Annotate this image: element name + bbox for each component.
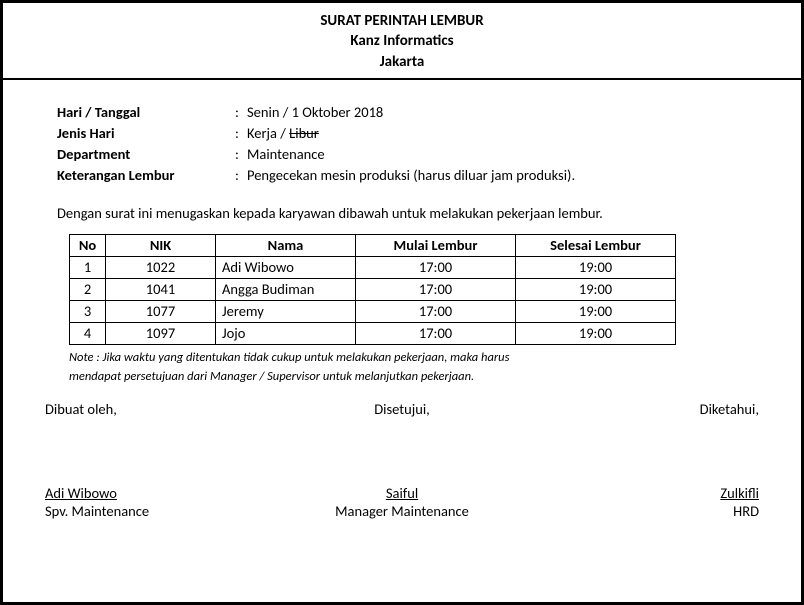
info-colon: :	[235, 144, 247, 165]
info-label: Jenis Hari	[57, 123, 235, 144]
document-header: SURAT PERINTAH LEMBUR Kanz Informatics J…	[3, 3, 801, 80]
cell-no: 1	[70, 256, 106, 278]
table-row: 4 1097 Jojo 17:00 19:00	[70, 322, 676, 344]
signature-name-row: Adi Wibowo Saiful Zulkifli	[25, 484, 779, 502]
cell-mulai: 17:00	[356, 322, 516, 344]
cell-selesai: 19:00	[516, 322, 676, 344]
header-company: Kanz Informatics	[3, 31, 801, 51]
cell-nama: Jojo	[216, 322, 356, 344]
header-title: SURAT PERINTAH LEMBUR	[3, 11, 801, 31]
cell-nik: 1077	[106, 300, 216, 322]
signature-header-row: Dibuat oleh, Disetujui, Diketahui,	[25, 400, 779, 418]
cell-nik: 1022	[106, 256, 216, 278]
info-row-jenis: Jenis Hari : Kerja / Libur	[57, 123, 779, 144]
sign-header-1: Dibuat oleh,	[45, 400, 265, 418]
th-nik: NIK	[106, 234, 216, 256]
cell-selesai: 19:00	[516, 300, 676, 322]
cell-nama: Adi Wibowo	[216, 256, 356, 278]
sign-name-1: Adi Wibowo	[45, 484, 265, 502]
sign-name-text: Saiful	[386, 484, 418, 502]
sign-name-2: Saiful	[292, 484, 512, 502]
info-row-tanggal: Hari / Tanggal : Senin / 1 Oktober 2018	[57, 102, 779, 123]
statement-text: Dengan surat ini menugaskan kepada karya…	[57, 204, 779, 222]
cell-no: 2	[70, 278, 106, 300]
info-label: Department	[57, 144, 235, 165]
th-mulai: Mulai Lembur	[356, 234, 516, 256]
jenis-active: Kerja	[247, 124, 277, 142]
cell-selesai: 19:00	[516, 278, 676, 300]
signature-role-row: Spv. Maintenance Manager Maintenance HRD	[25, 502, 779, 520]
info-row-keterangan: Keterangan Lembur : Pengecekan mesin pro…	[57, 165, 779, 186]
info-label: Hari / Tanggal	[57, 102, 235, 123]
cell-nama: Jeremy	[216, 300, 356, 322]
cell-selesai: 19:00	[516, 256, 676, 278]
signature-spacer	[25, 418, 779, 470]
cell-nik: 1097	[106, 322, 216, 344]
jenis-separator: /	[277, 124, 289, 142]
overtime-table: No NIK Nama Mulai Lembur Selesai Lembur …	[69, 234, 676, 345]
note-text: Note : Jika waktu yang ditentukan tidak …	[69, 349, 779, 387]
cell-no: 3	[70, 300, 106, 322]
info-value: Kerja / Libur	[247, 123, 779, 144]
info-value: Maintenance	[247, 144, 779, 165]
table-header-row: No NIK Nama Mulai Lembur Selesai Lembur	[70, 234, 676, 256]
sign-header-2: Disetujui,	[292, 400, 512, 418]
info-colon: :	[235, 123, 247, 144]
document-body: Hari / Tanggal : Senin / 1 Oktober 2018 …	[3, 80, 801, 521]
sign-name-text: Adi Wibowo	[45, 484, 117, 502]
sign-role-3: HRD	[539, 502, 759, 520]
sign-header-3: Diketahui,	[539, 400, 759, 418]
info-label: Keterangan Lembur	[57, 165, 235, 186]
table-body: 1 1022 Adi Wibowo 17:00 19:00 2 1041 Ang…	[70, 256, 676, 344]
jenis-struck: Libur	[289, 124, 319, 142]
table-row: 2 1041 Angga Budiman 17:00 19:00	[70, 278, 676, 300]
info-row-department: Department : Maintenance	[57, 144, 779, 165]
th-no: No	[70, 234, 106, 256]
cell-nik: 1041	[106, 278, 216, 300]
table-row: 1 1022 Adi Wibowo 17:00 19:00	[70, 256, 676, 278]
note-line1: Note : Jika waktu yang ditentukan tidak …	[69, 349, 779, 368]
cell-nama: Angga Budiman	[216, 278, 356, 300]
sign-role-1: Spv. Maintenance	[45, 502, 265, 520]
header-city: Jakarta	[3, 52, 801, 72]
sign-role-2: Manager Maintenance	[292, 502, 512, 520]
info-value: Senin / 1 Oktober 2018	[247, 102, 779, 123]
th-selesai: Selesai Lembur	[516, 234, 676, 256]
info-colon: :	[235, 165, 247, 186]
info-value: Pengecekan mesin produksi (harus diluar …	[247, 165, 779, 186]
th-nama: Nama	[216, 234, 356, 256]
cell-mulai: 17:00	[356, 256, 516, 278]
cell-no: 4	[70, 322, 106, 344]
note-line2: mendapat persetujuan dari Manager / Supe…	[69, 368, 779, 387]
sign-name-3: Zulkifli	[539, 484, 759, 502]
cell-mulai: 17:00	[356, 278, 516, 300]
sign-name-text: Zulkifli	[720, 484, 759, 502]
table-row: 3 1077 Jeremy 17:00 19:00	[70, 300, 676, 322]
document-page: SURAT PERINTAH LEMBUR Kanz Informatics J…	[0, 0, 804, 605]
cell-mulai: 17:00	[356, 300, 516, 322]
info-colon: :	[235, 102, 247, 123]
